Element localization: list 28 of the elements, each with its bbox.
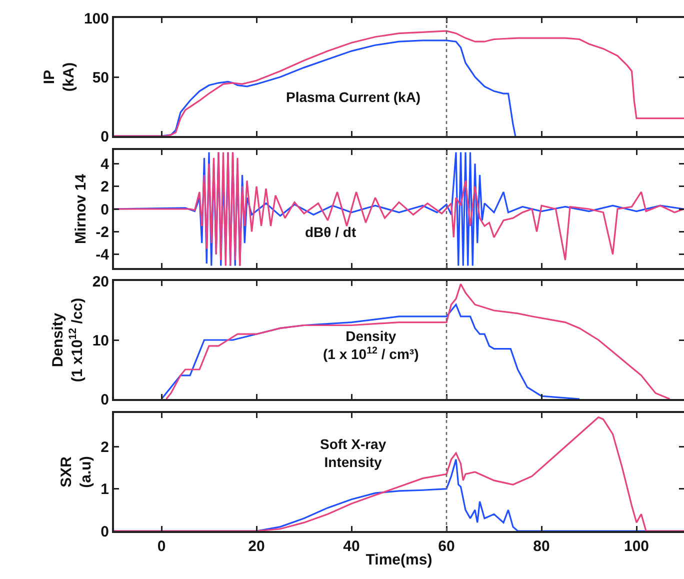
annotation: dBθ / dt	[305, 224, 356, 240]
x-tick-label: 80	[533, 538, 550, 556]
y-axis-title: SXR (a.u)	[58, 456, 94, 488]
y-tick-label: 2	[100, 439, 109, 456]
y-tick-label: -4	[96, 246, 110, 264]
y-tick-label: 0	[100, 200, 109, 218]
y-tick-label: 50	[92, 69, 109, 86]
x-tick-label: 100	[624, 538, 650, 556]
y-tick-label: 100	[84, 10, 109, 28]
x-tick-label: 60	[438, 538, 455, 556]
y-axis-title: Mirnov 14	[72, 173, 90, 244]
y-tick-label: 20	[92, 274, 109, 291]
y-tick-label: 0	[100, 392, 109, 409]
annotation: Density (1 x 10$^{12}$ / cm³)	[323, 328, 419, 363]
y-tick-label: 2	[100, 178, 109, 196]
x-axis-title: Time(ms)	[366, 552, 432, 569]
annotation: Soft X-ray Intensity	[320, 436, 386, 470]
x-tick-label: 0	[157, 538, 166, 556]
y-tick-label: 1	[100, 481, 109, 498]
x-tick-label: 40	[343, 538, 360, 556]
y-tick-label: 0	[100, 523, 109, 540]
y-axis-title: IP (kA)	[41, 62, 78, 92]
y-tick-label: 10	[92, 332, 109, 350]
y-tick-label: -2	[96, 224, 109, 241]
y-tick-label: 0	[100, 128, 109, 146]
x-tick-label: 20	[248, 538, 265, 556]
annotation: Plasma Current (kA)	[286, 89, 421, 105]
y-tick-label: 4	[100, 156, 110, 173]
